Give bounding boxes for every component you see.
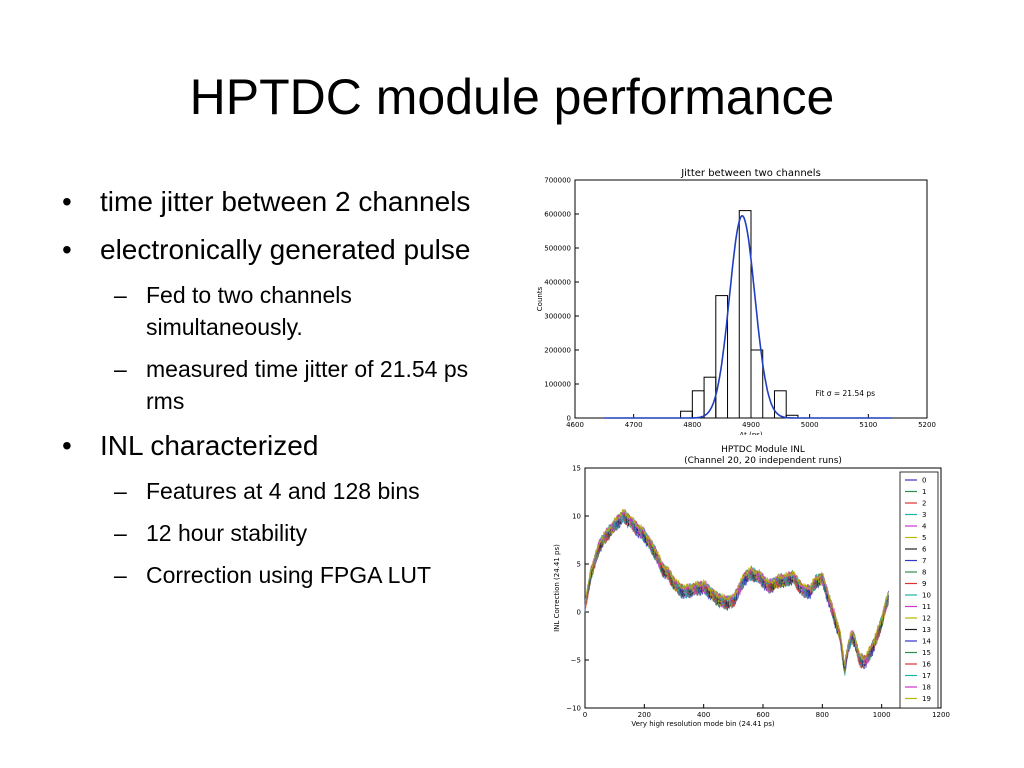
legend-label: 3 — [922, 511, 926, 519]
y-tick-label: −5 — [571, 657, 581, 665]
bullet-item: electronically generated pulse — [62, 231, 512, 269]
plot-frame — [584, 467, 942, 709]
sub-bullet-text: Features at 4 and 128 bins — [146, 478, 420, 504]
y-tick-label: 300000 — [544, 313, 571, 321]
y-tick-label: 700000 — [544, 177, 571, 185]
legend-label: 18 — [922, 684, 931, 692]
legend-label: 12 — [922, 615, 931, 623]
legend-label: 9 — [922, 580, 926, 588]
x-tick-label: 5200 — [918, 421, 936, 429]
x-tick-label: 400 — [697, 711, 710, 719]
x-tick-label: 4900 — [742, 421, 760, 429]
y-tick-label: 15 — [572, 465, 581, 473]
legend-label: 8 — [922, 569, 926, 577]
legend-label: 6 — [922, 546, 927, 554]
legend-label: 14 — [922, 638, 931, 646]
x-tick-label: 800 — [816, 711, 829, 719]
bullet-list: time jitter between 2 channels electroni… — [62, 183, 512, 601]
sub-bullet-item: – Fed to two channels simultaneously. — [114, 282, 352, 340]
legend-label: 10 — [922, 592, 931, 600]
x-tick-label: 4700 — [625, 421, 643, 429]
legend-label: 15 — [922, 649, 931, 657]
x-tick-label: 4600 — [566, 421, 584, 429]
y-tick-label: 0 — [567, 415, 571, 423]
sub-bullet-text: measured time jitter of 21.54 ps rms — [146, 356, 469, 414]
y-tick-label: 100000 — [544, 381, 571, 389]
y-tick-label: 500000 — [544, 245, 571, 253]
legend-label: 17 — [922, 672, 931, 680]
x-axis-label: Δt (ps) — [739, 431, 763, 435]
x-axis-label: Very high resolution mode bin (24.41 ps) — [631, 720, 774, 728]
x-tick-label: 5100 — [859, 421, 877, 429]
x-tick-label: 1000 — [873, 711, 891, 719]
x-tick-label: 600 — [756, 711, 769, 719]
x-tick-label: 0 — [583, 711, 587, 719]
sub-bullet-item: –12 hour stability — [114, 520, 308, 546]
histogram-bar — [738, 210, 752, 419]
chart-title: HPTDC Module INL — [721, 445, 805, 455]
inl-line-chart: HPTDC Module INL(Channel 20, 20 independ… — [553, 445, 950, 728]
chart-subtitle: (Channel 20, 20 independent runs) — [684, 456, 842, 466]
legend-label: 5 — [922, 534, 926, 542]
histogram-bar — [773, 390, 787, 419]
bullet-item: time jitter between 2 channels — [62, 183, 512, 221]
sub-bullet-item: – Features at 4 and 128 bins — [114, 478, 420, 504]
y-tick-label: 200000 — [544, 347, 571, 355]
histogram-bar — [715, 295, 729, 419]
x-tick-label: 200 — [638, 711, 651, 719]
y-tick-label: 400000 — [544, 279, 571, 287]
y-tick-label: 600000 — [544, 211, 571, 219]
inl-series-line-19 — [584, 509, 889, 668]
legend-label: 4 — [922, 523, 927, 531]
sub-bullet-text: Fed to two channels simultaneously. — [146, 282, 352, 340]
histogram-bar — [750, 349, 764, 419]
legend-label: 7 — [922, 557, 926, 565]
y-tick-label: 10 — [572, 513, 581, 521]
x-tick-label: 4800 — [683, 421, 701, 429]
legend-box — [899, 471, 939, 709]
legend-label: 13 — [922, 626, 931, 634]
legend-label: 11 — [922, 603, 931, 611]
slide-title: HPTDC module performance — [189, 69, 835, 125]
chart-title: Jitter between two channels — [680, 168, 821, 179]
legend-label: 19 — [922, 695, 931, 703]
jitter-histogram-chart: Jitter between two channels 0 100000 200000… — [536, 168, 936, 435]
legend-label: 1 — [922, 488, 926, 496]
y-axis-label: Counts — [536, 286, 544, 311]
legend-label: 0 — [922, 477, 926, 485]
fit-annotation: Fit σ = 21.54 ps — [816, 389, 876, 398]
bullet-item: INL characterized — [62, 427, 512, 465]
gaussian-fit-curve — [604, 215, 892, 419]
sub-bullet-text: 12 hour stability — [146, 520, 308, 546]
legend-label: 2 — [922, 500, 926, 508]
sub-bullet-item: – Correction using FPGA LUT — [114, 562, 432, 588]
legend-label: 16 — [922, 661, 931, 669]
y-tick-label: −10 — [566, 705, 581, 713]
x-tick-label: 1200 — [932, 711, 950, 719]
sub-bullet-item: – measured time jitter of 21.54 ps rms — [114, 356, 469, 414]
y-tick-label: 5 — [577, 561, 581, 569]
x-tick-label: 5000 — [801, 421, 819, 429]
y-axis-label: INL Correction (24.41 ps) — [553, 544, 561, 632]
sub-bullet-text: Correction using FPGA LUT — [146, 562, 432, 588]
y-tick-label: 0 — [577, 609, 581, 617]
